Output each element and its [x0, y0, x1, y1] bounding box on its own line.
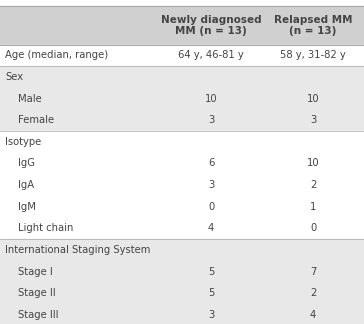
Bar [0, 153, 364, 174]
Text: 5: 5 [208, 288, 214, 298]
Text: 64 y, 46-81 y: 64 y, 46-81 y [178, 50, 244, 60]
Bar [0, 174, 364, 196]
Bar [0, 239, 364, 261]
Text: 58 y, 31-82 y: 58 y, 31-82 y [280, 50, 346, 60]
Text: 10: 10 [307, 158, 319, 168]
Text: Light chain: Light chain [18, 223, 74, 233]
Bar [0, 217, 364, 239]
Text: 6: 6 [208, 158, 214, 168]
Text: 2: 2 [310, 288, 316, 298]
Text: Sex: Sex [5, 72, 24, 82]
Text: 3: 3 [208, 115, 214, 125]
Bar [0, 131, 364, 153]
Bar [0, 6, 364, 44]
Text: Isotype: Isotype [5, 137, 42, 147]
Text: 0: 0 [310, 223, 316, 233]
Text: 3: 3 [208, 180, 214, 190]
Bar [0, 110, 364, 131]
Text: IgA: IgA [18, 180, 34, 190]
Bar [0, 44, 364, 66]
Text: Male: Male [18, 94, 42, 104]
Text: 1: 1 [310, 202, 316, 212]
Text: 3: 3 [310, 115, 316, 125]
Text: 3: 3 [208, 310, 214, 320]
Bar [0, 66, 364, 88]
Bar [0, 304, 364, 324]
Text: 10: 10 [307, 94, 319, 104]
Text: Stage III: Stage III [18, 310, 59, 320]
Text: Stage II: Stage II [18, 288, 56, 298]
Text: Newly diagnosed
MM (n = 13): Newly diagnosed MM (n = 13) [161, 15, 261, 36]
Text: 7: 7 [310, 267, 316, 277]
Bar [0, 261, 364, 283]
Text: IgG: IgG [18, 158, 35, 168]
Text: Stage I: Stage I [18, 267, 53, 277]
Text: International Staging System: International Staging System [5, 245, 151, 255]
Text: 4: 4 [310, 310, 316, 320]
Bar [0, 88, 364, 110]
Text: 5: 5 [208, 267, 214, 277]
Bar [0, 196, 364, 217]
Text: 10: 10 [205, 94, 217, 104]
Text: 2: 2 [310, 180, 316, 190]
Text: Age (median, range): Age (median, range) [5, 50, 108, 60]
Text: Relapsed MM
(n = 13): Relapsed MM (n = 13) [274, 15, 352, 36]
Text: IgM: IgM [18, 202, 36, 212]
Bar [0, 283, 364, 304]
Text: Female: Female [18, 115, 54, 125]
Text: 0: 0 [208, 202, 214, 212]
Text: 4: 4 [208, 223, 214, 233]
